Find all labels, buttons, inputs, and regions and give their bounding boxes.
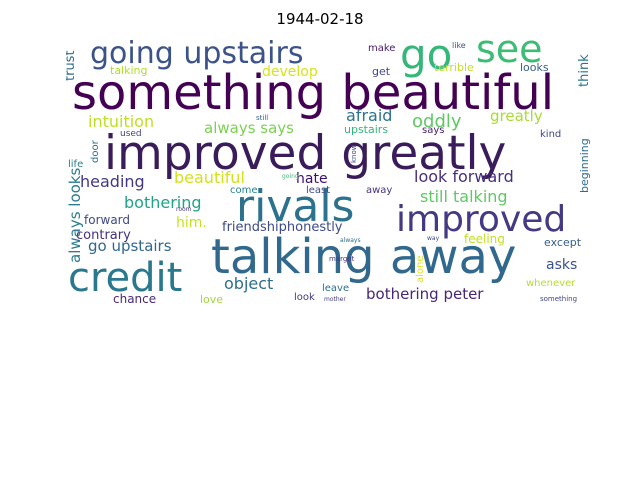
word-cloud-word: think (577, 54, 592, 87)
word-cloud-word: chance (113, 292, 156, 306)
word-cloud-word: still talking (420, 187, 508, 206)
word-cloud-word: come (230, 185, 258, 196)
word-cloud-word: talking (110, 64, 148, 77)
word-cloud-word: friendshiphonestly (222, 220, 343, 235)
word-cloud: something beautiful improved greatly tal… (66, 35, 592, 308)
word-cloud-word: except (544, 236, 582, 249)
word-cloud-word: forward (84, 213, 130, 227)
word-cloud-word: something beautiful (72, 65, 554, 121)
word-cloud-word: improved greatly (104, 126, 506, 181)
word-cloud-word: kind (540, 129, 561, 140)
word-cloud-word: look (294, 292, 315, 303)
word-cloud-word: always looks (66, 168, 84, 263)
word-cloud-word: hate (296, 171, 328, 187)
word-cloud-word: room (176, 206, 192, 213)
word-cloud-word: go (400, 35, 452, 79)
word-cloud-word: know (350, 144, 358, 163)
word-cloud-word: rivals (236, 181, 354, 232)
word-cloud-word: margot (329, 255, 355, 263)
word-cloud-word: heading (80, 172, 145, 191)
chart-title: 1944-02-18 (276, 10, 364, 28)
word-cloud-word: bothering (124, 193, 202, 212)
word-cloud-word: going upstairs (90, 36, 303, 71)
word-cloud-word: upstairs (344, 123, 388, 136)
word-cloud-word: door (90, 139, 101, 163)
word-cloud-word: always says (204, 119, 294, 137)
word-cloud-word: way (427, 235, 440, 242)
word-cloud-word: trust (66, 50, 78, 81)
word-cloud-word: afraid (346, 106, 392, 125)
word-cloud-word: talking away (211, 229, 516, 285)
word-cloud-word: make (368, 43, 395, 54)
word-cloud-word: mother (324, 296, 346, 303)
word-cloud-word: least (306, 185, 330, 196)
word-cloud-word: says (422, 125, 444, 136)
word-cloud-word: credit (68, 255, 182, 301)
word-cloud-word: going (282, 173, 299, 180)
word-cloud-word: intuition (88, 112, 154, 131)
word-cloud-word: always (340, 237, 361, 244)
word-cloud-word: whenever (526, 278, 576, 289)
word-cloud-word: look forward (414, 167, 514, 186)
word-cloud-word: develop (262, 64, 318, 80)
word-cloud-word: something (540, 295, 577, 303)
word-cloud-word: oddly (412, 111, 462, 132)
word-cloud-word: still (256, 114, 268, 122)
word-cloud-word: go upstairs (88, 237, 172, 255)
word-cloud-word: used (120, 129, 142, 139)
word-cloud-word: asks (546, 257, 577, 273)
word-cloud-word: bothering peter (366, 285, 484, 303)
word-cloud-word: him. (176, 215, 207, 231)
word-cloud-word: leave (322, 283, 349, 294)
word-cloud-word: like (452, 41, 466, 50)
word-cloud-word: away (366, 185, 392, 196)
word-cloud-word: beautiful (174, 168, 245, 187)
word-cloud-word: love (200, 293, 223, 306)
word-cloud-word: alone (415, 255, 426, 283)
word-cloud-word: looks (520, 61, 549, 74)
word-cloud-word: get (372, 65, 391, 78)
word-cloud-word: improved (396, 199, 566, 240)
word-cloud-word: object (224, 274, 273, 293)
word-cloud-word: greatly (490, 107, 543, 125)
word-cloud-word: beginning (578, 138, 591, 193)
word-cloud-word: feeling (464, 232, 505, 246)
word-cloud-word: terrible (434, 61, 474, 74)
word-cloud-word: contrary (76, 228, 131, 243)
word-cloud-word: see (476, 35, 543, 71)
word-cloud-word: life (68, 159, 83, 170)
